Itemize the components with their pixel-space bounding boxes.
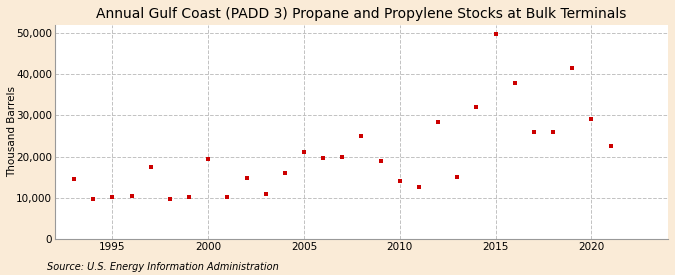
Point bbox=[433, 119, 443, 124]
Point bbox=[202, 156, 213, 161]
Text: Source: U.S. Energy Information Administration: Source: U.S. Energy Information Administ… bbox=[47, 262, 279, 272]
Point bbox=[510, 81, 520, 86]
Point bbox=[298, 150, 309, 155]
Point bbox=[567, 66, 578, 70]
Y-axis label: Thousand Barrels: Thousand Barrels bbox=[7, 86, 17, 177]
Point bbox=[279, 171, 290, 175]
Point bbox=[222, 195, 233, 199]
Point bbox=[586, 117, 597, 122]
Point bbox=[605, 144, 616, 148]
Point bbox=[241, 176, 252, 180]
Point bbox=[547, 130, 558, 134]
Point bbox=[88, 197, 99, 201]
Point bbox=[394, 179, 405, 183]
Point bbox=[261, 192, 271, 196]
Point bbox=[414, 184, 425, 189]
Point bbox=[490, 32, 501, 36]
Point bbox=[452, 175, 462, 179]
Point bbox=[356, 134, 367, 138]
Point bbox=[165, 197, 176, 201]
Point bbox=[69, 177, 80, 181]
Point bbox=[471, 105, 482, 109]
Point bbox=[145, 165, 156, 169]
Point bbox=[529, 130, 539, 134]
Point bbox=[184, 195, 194, 199]
Point bbox=[318, 156, 329, 160]
Point bbox=[337, 154, 348, 159]
Point bbox=[375, 158, 386, 163]
Point bbox=[126, 193, 137, 198]
Title: Annual Gulf Coast (PADD 3) Propane and Propylene Stocks at Bulk Terminals: Annual Gulf Coast (PADD 3) Propane and P… bbox=[97, 7, 626, 21]
Point bbox=[107, 195, 117, 199]
